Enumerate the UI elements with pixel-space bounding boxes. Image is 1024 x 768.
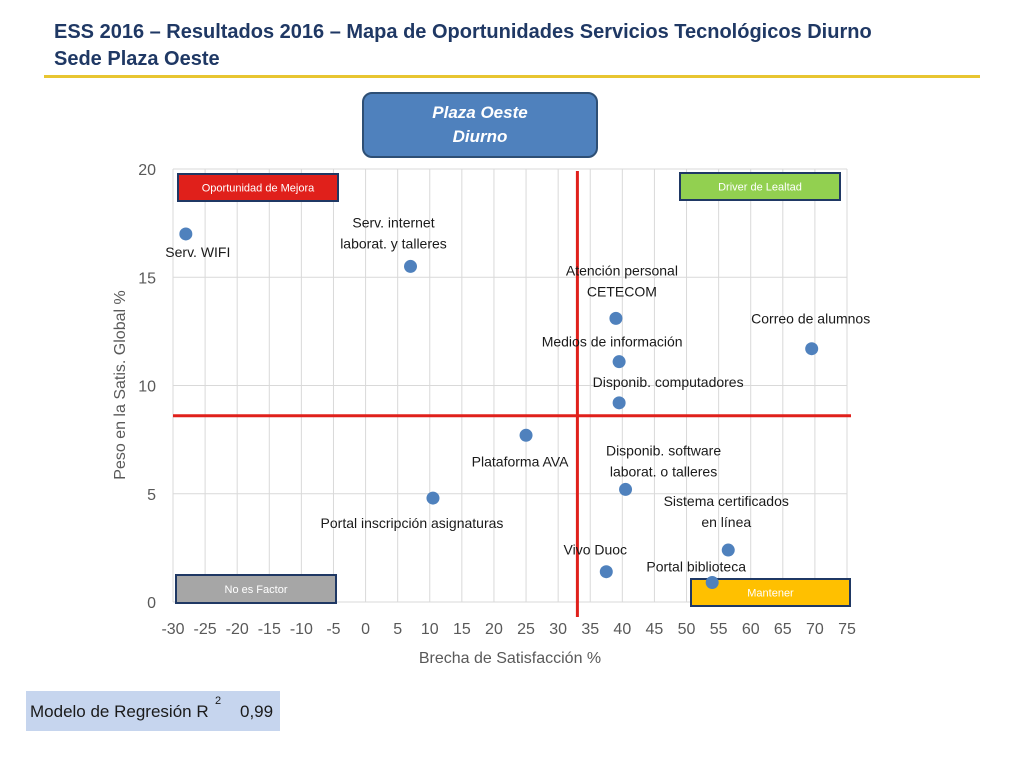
x-tick-label: 10 [421, 621, 439, 638]
y-tick-label: 10 [138, 379, 156, 396]
data-label: Correo de alumnos [751, 311, 870, 327]
y-tick-label: 5 [147, 487, 156, 504]
x-tick-label: 30 [549, 621, 567, 638]
data-label: Portal biblioteca [646, 559, 746, 575]
title-line-2: Sede Plaza Oeste [54, 48, 220, 70]
data-point [705, 576, 719, 590]
regression-label: Modelo de Regresión R [30, 702, 209, 721]
x-axis-title: Brecha de Satisfacción % [419, 650, 601, 667]
regression-superscript: 2 [215, 695, 222, 707]
regression-value: 0,99 [240, 702, 274, 721]
y-axis-title: Peso en la Satis. Global % [112, 290, 129, 479]
x-tick-label: 60 [742, 621, 760, 638]
title-line-1: ESS 2016 – Resultados 2016 – Mapa de Opo… [54, 21, 872, 43]
data-point [404, 259, 418, 273]
data-label: Medios de información [542, 334, 683, 350]
data-point [721, 543, 735, 557]
data-label: laborat. y talleres [340, 235, 447, 251]
x-tick-label: -15 [258, 621, 281, 638]
x-tick-label: 25 [517, 621, 535, 638]
quadrant-box-top-right [679, 172, 841, 201]
x-tick-label: 0 [361, 621, 370, 638]
data-point [519, 428, 533, 442]
data-point [179, 227, 193, 241]
data-point [426, 491, 440, 505]
quadrant-label-top-right: Driver de Lealtad [718, 182, 802, 194]
y-tick-label: 20 [138, 162, 156, 179]
x-tick-label: 40 [613, 621, 631, 638]
data-label: Atención personal [566, 262, 678, 278]
x-tick-label: 45 [646, 621, 664, 638]
data-label: Serv. internet [352, 214, 434, 230]
x-tick-label: 55 [710, 621, 728, 638]
quadrant-box-bottom-left [175, 574, 337, 604]
x-tick-label: 50 [678, 621, 696, 638]
data-point [619, 482, 633, 496]
data-label: Portal inscripción asignaturas [321, 515, 504, 531]
slide-title: ESS 2016 – Resultados 2016 – Mapa de Opo… [54, 19, 872, 73]
x-tick-label: -20 [226, 621, 249, 638]
data-point [612, 355, 626, 369]
data-point [612, 396, 626, 410]
quadrant-label-top-left: Oportunidad de Mejora [202, 183, 315, 195]
data-label: CETECOM [587, 283, 657, 299]
x-tick-label: 65 [774, 621, 792, 638]
y-tick-label: 15 [138, 270, 156, 287]
data-point [599, 565, 613, 579]
quadrant-label-bottom-left: No es Factor [225, 584, 288, 596]
data-point [805, 342, 819, 356]
x-tick-label: -30 [161, 621, 184, 638]
data-label: Disponib. computadores [593, 374, 744, 390]
x-tick-label: 15 [453, 621, 471, 638]
data-label: Vivo Duoc [564, 542, 628, 558]
title-underline [44, 75, 980, 78]
quadrant-box-top-left [177, 173, 339, 202]
x-tick-label: 70 [806, 621, 824, 638]
x-tick-label: 35 [581, 621, 599, 638]
data-label: en línea [701, 514, 751, 530]
x-tick-label: -10 [290, 621, 313, 638]
regression-model-box: Modelo de Regresión R 2 0,99 [26, 691, 280, 731]
x-tick-label: -25 [194, 621, 217, 638]
x-tick-label: 20 [485, 621, 503, 638]
quadrant-label-bottom-right: Mantener [747, 588, 794, 600]
campus-badge-line-1: Plaza Oeste [432, 103, 528, 122]
data-label: Disponib. software [606, 442, 721, 458]
x-tick-label: -5 [326, 621, 340, 638]
data-label: Sistema certificados [664, 493, 789, 509]
campus-badge: Plaza Oeste Diurno [362, 92, 598, 158]
data-label: Plataforma AVA [472, 453, 569, 469]
data-point [609, 311, 623, 325]
x-tick-label: 75 [838, 621, 856, 638]
data-label: Serv. WIFI [165, 244, 230, 260]
x-tick-label: 5 [393, 621, 402, 638]
campus-badge-line-2: Diurno [452, 127, 508, 146]
data-label: laborat. o talleres [610, 463, 717, 479]
y-tick-label: 0 [147, 595, 156, 612]
